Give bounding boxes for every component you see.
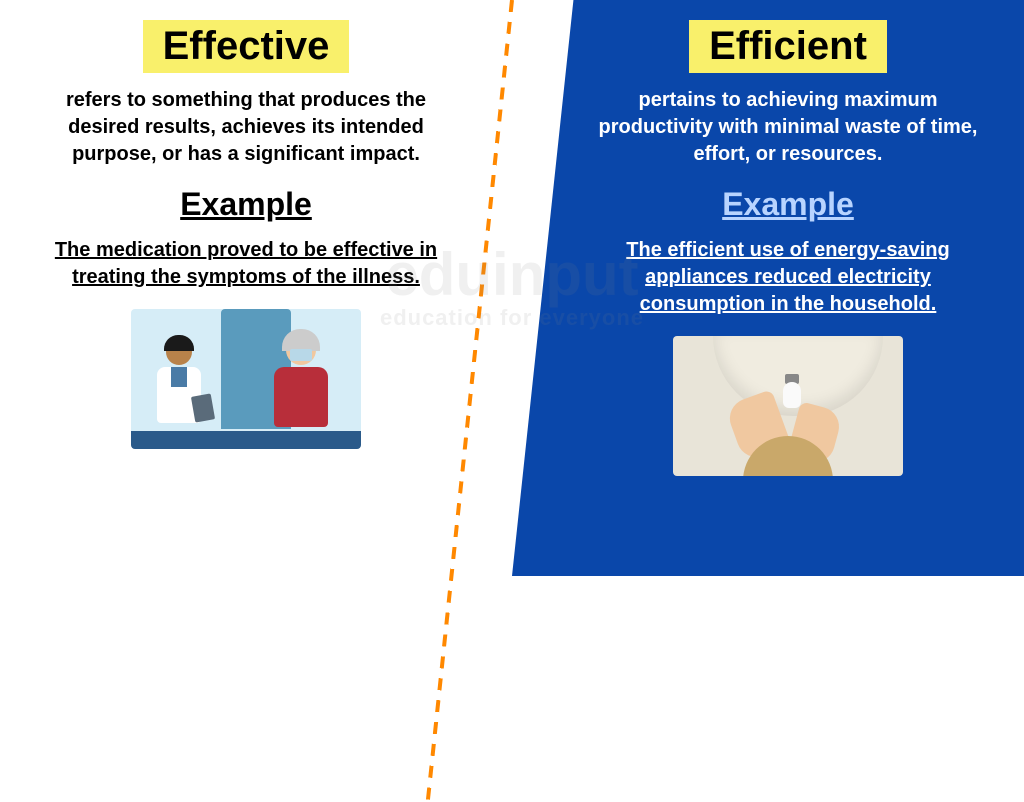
medical-illustration (131, 309, 361, 449)
patient-figure (269, 335, 333, 427)
right-title: Efficient (689, 20, 887, 73)
right-definition: pertains to achieving maximum productivi… (582, 87, 994, 168)
left-panel-effective: Effective refers to something that produ… (0, 0, 512, 576)
lightbulb-illustration (673, 336, 903, 476)
right-panel-efficient: Efficient pertains to achieving maximum … (512, 0, 1024, 576)
doctor-figure (149, 339, 209, 423)
lightbulb-scene (673, 336, 903, 476)
bulb-shape (783, 382, 801, 408)
comparison-infographic: Effective refers to something that produ… (0, 0, 1024, 576)
right-example-header: Example (722, 186, 854, 223)
medical-scene (131, 309, 361, 449)
left-title: Effective (143, 20, 350, 73)
right-example-text: The efficient use of energy-saving appli… (582, 237, 994, 318)
left-example-text: The medication proved to be effective in… (36, 237, 456, 291)
floor-shape (131, 431, 361, 449)
left-definition: refers to something that produces the de… (30, 87, 462, 168)
left-example-header: Example (180, 186, 312, 223)
